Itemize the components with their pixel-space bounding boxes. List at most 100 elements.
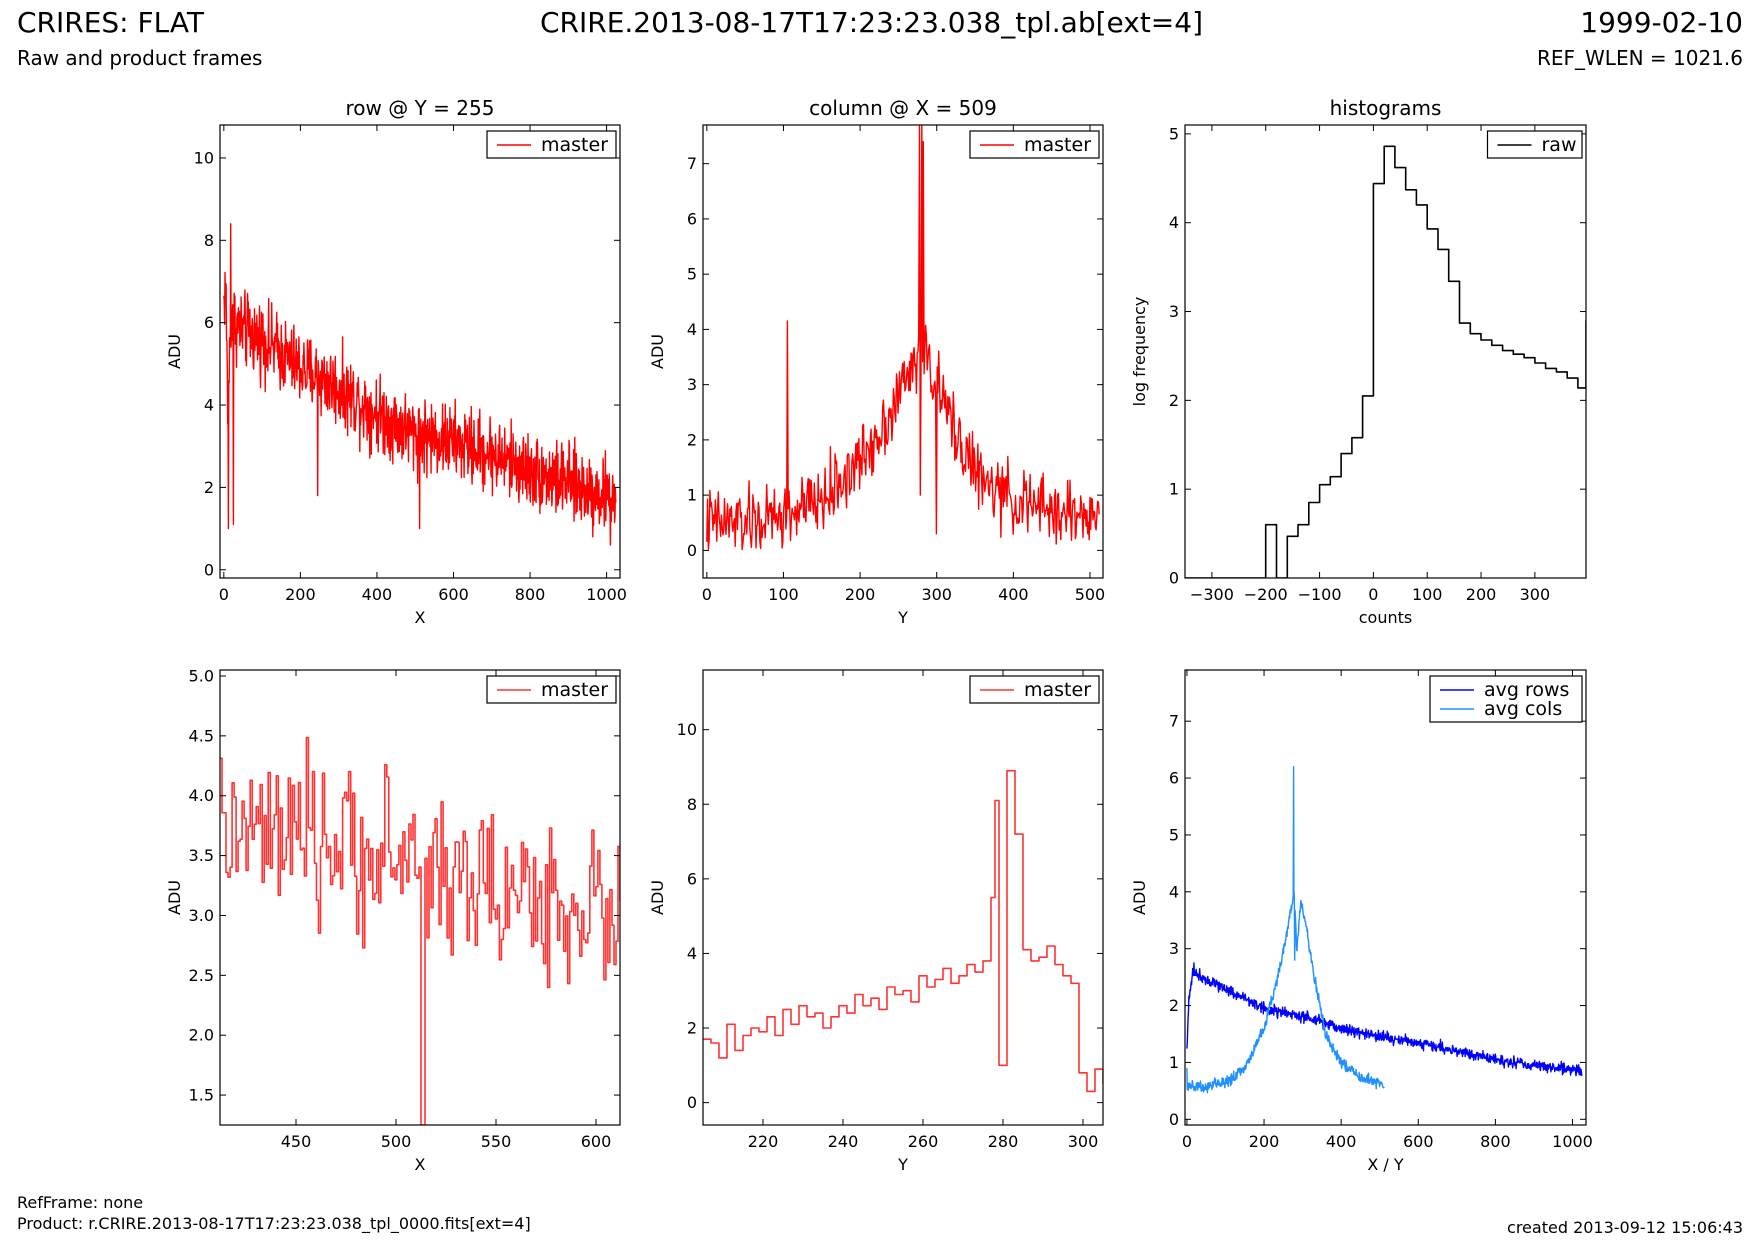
chart-title: row @ Y = 255 xyxy=(346,96,495,120)
y-tick-label: 2.0 xyxy=(189,1026,214,1045)
legend-label: avg rows xyxy=(1484,679,1569,701)
y-tick-label: 0 xyxy=(1169,569,1179,588)
x-tick-label: 200 xyxy=(1466,585,1497,604)
y-tick-label: 1.5 xyxy=(189,1086,214,1105)
ref-wlen-text: REF_WLEN = 1021.6 xyxy=(1536,46,1743,70)
x-tick-label: 240 xyxy=(828,1132,859,1151)
x-tick-label: 800 xyxy=(515,585,546,604)
x-tick-label: 600 xyxy=(1403,1132,1434,1151)
series-group xyxy=(1186,766,1583,1094)
legend: master xyxy=(486,675,617,704)
x-tick-label: −200 xyxy=(1244,585,1288,604)
y-tick-label: 6 xyxy=(687,209,697,228)
x-tick-label: 550 xyxy=(481,1132,512,1151)
x-tick-label: 500 xyxy=(381,1132,412,1151)
x-axis-label: X / Y xyxy=(1367,1155,1404,1174)
y-tick-label: 4.5 xyxy=(189,726,214,745)
chart-col-zoom: 220 240 260 280 300 0 2 4 6 8 10 Y ADU master xyxy=(648,669,1104,1174)
series-group xyxy=(1185,145,1586,578)
x-tick-label: −300 xyxy=(1190,585,1234,604)
chart-col-full: column @ X = 509 0 100 200 300 400 500 0 1 2 3 4 5 6 7… xyxy=(648,96,1105,627)
x-tick-label: 0 xyxy=(702,585,712,604)
legend-label: master xyxy=(541,679,608,701)
y-tick-label: 2 xyxy=(204,478,214,497)
plot-frame xyxy=(219,669,621,1126)
x-tick-label: 450 xyxy=(281,1132,312,1151)
legend-label: avg cols xyxy=(1484,698,1562,720)
y-tick-label: 3 xyxy=(687,375,697,394)
ref-frame-text: RefFrame: none xyxy=(17,1193,144,1212)
x-axis-label: Y xyxy=(897,608,908,627)
y-tick-label: 10 xyxy=(677,720,697,739)
x-axis-label: counts xyxy=(1359,608,1412,627)
created-text: created 2013-09-12 15:06:43 xyxy=(1507,1218,1743,1237)
y-tick-label: 3.0 xyxy=(189,906,214,925)
series-line-master xyxy=(706,125,1100,551)
y-tick-label: 0 xyxy=(204,560,214,579)
y-tick-label: 8 xyxy=(204,231,214,250)
y-tick-label: 8 xyxy=(687,795,697,814)
y-tick-label: 2 xyxy=(687,1019,697,1038)
series-line-master xyxy=(220,736,620,1125)
x-tick-label: 100 xyxy=(768,585,799,604)
legend: master xyxy=(486,130,617,159)
y-tick-label: 5 xyxy=(1169,124,1179,143)
y-tick-label: 5 xyxy=(687,265,697,284)
x-axis-label: X xyxy=(415,608,426,627)
y-tick-label: 7 xyxy=(1169,712,1179,731)
x-tick-label: 200 xyxy=(845,585,876,604)
date-text: 1999-02-10 xyxy=(1580,6,1743,39)
x-axis-label: Y xyxy=(897,1155,908,1174)
y-tick-label: 6 xyxy=(1169,769,1179,788)
legend-label: raw xyxy=(1542,134,1577,156)
y-axis-label: ADU xyxy=(1130,880,1149,915)
y-tick-label: 4.0 xyxy=(189,786,214,805)
plot-frame xyxy=(1184,669,1587,1126)
x-tick-label: 300 xyxy=(921,585,952,604)
y-tick-label: 4 xyxy=(204,396,214,415)
y-tick-label: 2 xyxy=(1169,391,1179,410)
y-tick-label: 2.5 xyxy=(189,966,214,985)
legend: master xyxy=(969,130,1100,159)
y-tick-label: 3 xyxy=(1169,939,1179,958)
y-tick-label: 1 xyxy=(1169,1053,1179,1072)
y-tick-label: 0 xyxy=(687,1093,697,1112)
series-line-master xyxy=(223,223,617,546)
y-tick-label: 4 xyxy=(687,320,697,339)
x-tick-label: 300 xyxy=(1068,1132,1099,1151)
y-tick-label: 6 xyxy=(204,313,214,332)
file-title: CRIRE.2013-08-17T17:23:23.038_tpl.ab[ext… xyxy=(540,6,1204,39)
chart-hist: histograms −300 −200 −100 0 100 200 300 0 1 2 3 4 5 co… xyxy=(1130,96,1587,627)
series-line-avg-cols xyxy=(1186,766,1385,1094)
legend-label: master xyxy=(1024,134,1091,156)
x-tick-label: 500 xyxy=(1075,585,1106,604)
chart-title: histograms xyxy=(1330,96,1442,120)
y-tick-label: 4 xyxy=(1169,213,1179,232)
y-tick-label: 0 xyxy=(1169,1110,1179,1129)
y-tick-label: 3 xyxy=(1169,302,1179,321)
y-tick-label: 1 xyxy=(1169,480,1179,499)
y-tick-label: 1 xyxy=(687,486,697,505)
y-axis-label: ADU xyxy=(165,880,184,915)
x-tick-label: 400 xyxy=(998,585,1029,604)
x-tick-label: 200 xyxy=(1249,1132,1280,1151)
y-tick-label: 6 xyxy=(687,869,697,888)
app-subtitle: Raw and product frames xyxy=(17,46,263,70)
y-axis-label: ADU xyxy=(165,334,184,369)
y-tick-label: 10 xyxy=(194,148,214,167)
x-tick-label: 1000 xyxy=(586,585,627,604)
series-group xyxy=(703,769,1103,1093)
y-tick-label: 4 xyxy=(1169,882,1179,901)
series-line-master xyxy=(703,769,1103,1093)
y-axis-label: log frequency xyxy=(1130,297,1149,407)
legend: master xyxy=(969,675,1100,704)
legend: raw xyxy=(1486,130,1583,159)
x-tick-label: 0 xyxy=(219,585,229,604)
y-tick-label: 7 xyxy=(687,154,697,173)
series-line-raw xyxy=(1185,145,1586,578)
x-tick-label: 1000 xyxy=(1552,1132,1593,1151)
chart-row-zoom: 450 500 550 600 1.5 2.0 2.5 3.0 3.5 4.0 4.5 5.0 X ADU… xyxy=(165,666,621,1174)
y-axis-label: ADU xyxy=(648,334,667,369)
y-tick-label: 5.0 xyxy=(189,666,214,685)
